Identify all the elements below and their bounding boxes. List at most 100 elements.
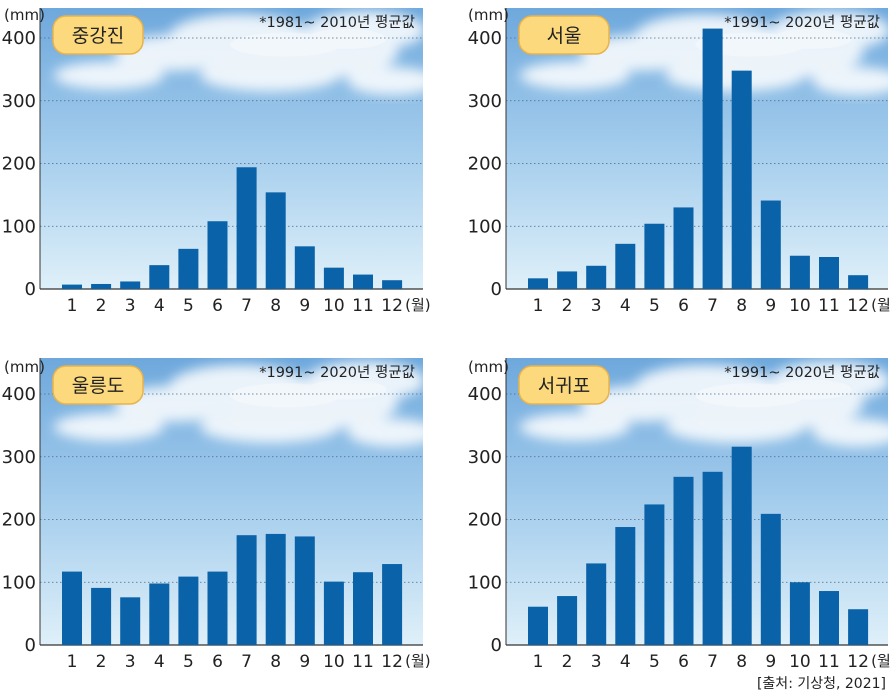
bar-5 xyxy=(644,504,665,645)
y-tick-label: 100 xyxy=(468,216,502,237)
x-tick-label: 3 xyxy=(125,652,136,672)
x-tick-label: 6 xyxy=(678,296,689,316)
x-tick-label: 9 xyxy=(299,652,310,672)
x-unit-label: (월) xyxy=(871,652,892,670)
y-tick-label: 300 xyxy=(468,447,502,468)
x-tick-label: 12 xyxy=(381,652,403,672)
station-badge xyxy=(518,365,610,405)
x-unit-label: (월) xyxy=(405,652,431,670)
station-name: 서울 xyxy=(547,25,582,47)
x-tick-label: 4 xyxy=(154,296,165,316)
x-tick-label: 10 xyxy=(323,296,345,316)
bar-9 xyxy=(760,200,781,289)
station-name: 울릉도 xyxy=(72,375,124,397)
bar-6 xyxy=(207,221,228,289)
bar-9 xyxy=(294,536,315,645)
x-tick-label: 6 xyxy=(212,296,223,316)
x-tick-label: 4 xyxy=(620,652,631,672)
x-tick-label: 7 xyxy=(707,652,718,672)
x-tick-label: 11 xyxy=(818,652,840,672)
y-tick-label: 200 xyxy=(468,154,502,175)
x-tick-label: 5 xyxy=(649,652,660,672)
average-period-note: *1991~ 2020년 평균값 xyxy=(259,364,415,381)
bar-3 xyxy=(586,563,607,645)
y-unit-label: (mm) xyxy=(468,358,509,376)
bar-11 xyxy=(353,274,373,289)
station-name: 중강진 xyxy=(72,25,124,47)
x-tick-label: 2 xyxy=(562,296,573,316)
x-tick-label: 5 xyxy=(183,652,194,672)
station-badge xyxy=(52,15,144,55)
bar-12 xyxy=(382,280,403,289)
y-tick-label: 400 xyxy=(2,384,36,405)
x-tick-label: 8 xyxy=(270,652,281,672)
x-tick-label: 5 xyxy=(649,296,660,316)
x-tick-label: 1 xyxy=(67,652,78,672)
x-tick-label: 7 xyxy=(241,296,252,316)
y-tick-label: 400 xyxy=(468,384,502,405)
bar-2 xyxy=(91,587,112,645)
x-tick-label: 3 xyxy=(125,296,136,316)
x-tick-label: 11 xyxy=(352,652,374,672)
bar-2 xyxy=(557,271,578,289)
x-tick-label: 11 xyxy=(818,296,840,316)
y-tick-label: 400 xyxy=(2,28,36,49)
x-tick-label: 8 xyxy=(270,296,281,316)
bar-7 xyxy=(236,167,257,289)
chart-panel-2: 0100200300400(mm)123456789101112(월)서울*19… xyxy=(468,6,892,316)
x-tick-label: 2 xyxy=(96,296,107,316)
cloud-decoration xyxy=(53,10,438,96)
x-tick-label: 10 xyxy=(323,652,345,672)
y-tick-label: 0 xyxy=(25,279,36,300)
bar-5 xyxy=(644,223,665,289)
bar-5 xyxy=(178,576,199,645)
station-badge xyxy=(518,15,610,55)
bar-6 xyxy=(207,571,228,645)
bar-7 xyxy=(702,471,723,645)
cloud-highlight xyxy=(230,379,387,408)
y-tick-label: 300 xyxy=(2,447,36,468)
x-tick-label: 3 xyxy=(591,296,602,316)
x-tick-label: 12 xyxy=(847,652,869,672)
x-unit-label: (월) xyxy=(405,296,431,314)
x-tick-label: 10 xyxy=(789,652,811,672)
x-tick-label: 4 xyxy=(620,296,631,316)
x-tick-label: 2 xyxy=(562,652,573,672)
y-tick-label: 200 xyxy=(2,154,36,175)
x-tick-label: 1 xyxy=(533,652,544,672)
bar-4 xyxy=(615,243,636,289)
y-tick-label: 200 xyxy=(2,510,36,531)
bar-1 xyxy=(62,571,82,645)
station-name: 서귀포 xyxy=(538,375,590,397)
x-tick-label: 9 xyxy=(765,652,776,672)
bar-10 xyxy=(789,582,810,645)
x-tick-label: 9 xyxy=(299,296,310,316)
x-tick-label: 6 xyxy=(212,652,223,672)
y-tick-label: 100 xyxy=(468,572,502,593)
x-tick-label: 8 xyxy=(736,652,747,672)
x-tick-label: 8 xyxy=(736,296,747,316)
y-unit-label: (mm) xyxy=(4,6,45,24)
cloud-highlight xyxy=(230,28,387,57)
y-tick-label: 100 xyxy=(2,216,36,237)
bar-12 xyxy=(848,275,869,289)
y-tick-label: 0 xyxy=(25,635,36,656)
bar-11 xyxy=(819,591,839,645)
y-tick-label: 300 xyxy=(2,91,36,112)
average-period-note: *1991~ 2020년 평균값 xyxy=(724,364,880,381)
bar-11 xyxy=(353,572,373,645)
x-tick-label: 7 xyxy=(707,296,718,316)
x-tick-label: 2 xyxy=(96,652,107,672)
source-note: [출처: 기상청, 2021] xyxy=(756,676,886,692)
y-unit-label: (mm) xyxy=(468,6,509,24)
bar-6 xyxy=(673,476,694,645)
cloud-highlight xyxy=(695,379,852,408)
bar-4 xyxy=(149,583,170,645)
bar-3 xyxy=(586,265,607,289)
x-unit-label: (월) xyxy=(871,296,892,314)
bar-10 xyxy=(323,581,344,645)
bar-4 xyxy=(615,527,636,645)
bar-2 xyxy=(91,283,112,289)
